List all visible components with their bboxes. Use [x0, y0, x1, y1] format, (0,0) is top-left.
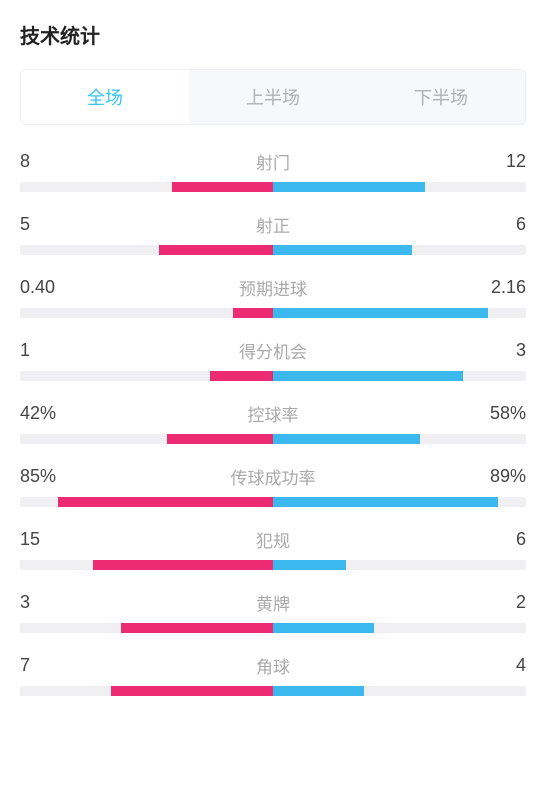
stat-label: 控球率 — [70, 401, 476, 426]
stat-right-value: 6 — [476, 214, 526, 235]
stat-bar-left-fill — [233, 308, 273, 318]
stat-bar-left-fill — [172, 182, 273, 192]
stat-bar — [20, 686, 526, 696]
stats-list: 8射门125射正60.40预期进球2.161得分机会342%控球率58%85%传… — [20, 149, 526, 696]
stat-right-value: 6 — [476, 529, 526, 550]
stat-row: 3黄牌2 — [20, 590, 526, 633]
section-title: 技术统计 — [20, 20, 526, 49]
stat-bar — [20, 560, 526, 570]
stat-label: 犯规 — [70, 527, 476, 552]
stat-row: 7角球4 — [20, 653, 526, 696]
stat-left-value: 7 — [20, 655, 70, 676]
tab-0[interactable]: 全场 — [21, 70, 189, 124]
stat-bar — [20, 308, 526, 318]
stat-bar — [20, 623, 526, 633]
stat-bar-right-fill — [273, 560, 346, 570]
stat-bar — [20, 245, 526, 255]
stat-label: 预期进球 — [70, 275, 476, 300]
tab-2[interactable]: 下半场 — [357, 70, 525, 124]
stat-row: 1得分机会3 — [20, 338, 526, 381]
stat-bar-left-fill — [210, 371, 273, 381]
stat-left-value: 3 — [20, 592, 70, 613]
stat-bar-right-fill — [273, 623, 374, 633]
stat-bar-left-fill — [121, 623, 273, 633]
stat-label: 传球成功率 — [70, 464, 476, 489]
stat-bar-right-fill — [273, 497, 498, 507]
tab-1[interactable]: 上半场 — [189, 70, 357, 124]
stat-bar — [20, 434, 526, 444]
stat-right-value: 12 — [476, 151, 526, 172]
stat-right-value: 2 — [476, 592, 526, 613]
stat-label: 射门 — [70, 149, 476, 174]
stat-row: 42%控球率58% — [20, 401, 526, 444]
stat-left-value: 1 — [20, 340, 70, 361]
stat-bar-right-fill — [273, 245, 412, 255]
stat-row: 8射门12 — [20, 149, 526, 192]
stat-right-value: 4 — [476, 655, 526, 676]
stat-label: 角球 — [70, 653, 476, 678]
stat-bar-left-fill — [93, 560, 273, 570]
stat-right-value: 2.16 — [476, 277, 526, 298]
stat-row: 0.40预期进球2.16 — [20, 275, 526, 318]
stat-label: 射正 — [70, 212, 476, 237]
stat-left-value: 42% — [20, 403, 70, 424]
stat-bar-right-fill — [273, 182, 425, 192]
stat-bar-right-fill — [273, 371, 463, 381]
stat-row: 5射正6 — [20, 212, 526, 255]
stat-bar — [20, 371, 526, 381]
stat-bar — [20, 497, 526, 507]
stat-bar-right-fill — [273, 308, 488, 318]
stat-left-value: 85% — [20, 466, 70, 487]
stat-right-value: 3 — [476, 340, 526, 361]
tabs-container: 全场上半场下半场 — [20, 69, 526, 125]
stat-left-value: 5 — [20, 214, 70, 235]
stat-left-value: 0.40 — [20, 277, 70, 298]
stat-bar-right-fill — [273, 434, 420, 444]
stat-label: 黄牌 — [70, 590, 476, 615]
stat-bar-right-fill — [273, 686, 364, 696]
stat-bar-left-fill — [58, 497, 273, 507]
stat-label: 得分机会 — [70, 338, 476, 363]
stat-right-value: 89% — [476, 466, 526, 487]
stat-bar — [20, 182, 526, 192]
stat-left-value: 8 — [20, 151, 70, 172]
stat-bar-left-fill — [167, 434, 273, 444]
stat-row: 15犯规6 — [20, 527, 526, 570]
stat-row: 85%传球成功率89% — [20, 464, 526, 507]
stat-left-value: 15 — [20, 529, 70, 550]
stat-bar-left-fill — [159, 245, 273, 255]
stat-bar-left-fill — [111, 686, 273, 696]
stat-right-value: 58% — [476, 403, 526, 424]
